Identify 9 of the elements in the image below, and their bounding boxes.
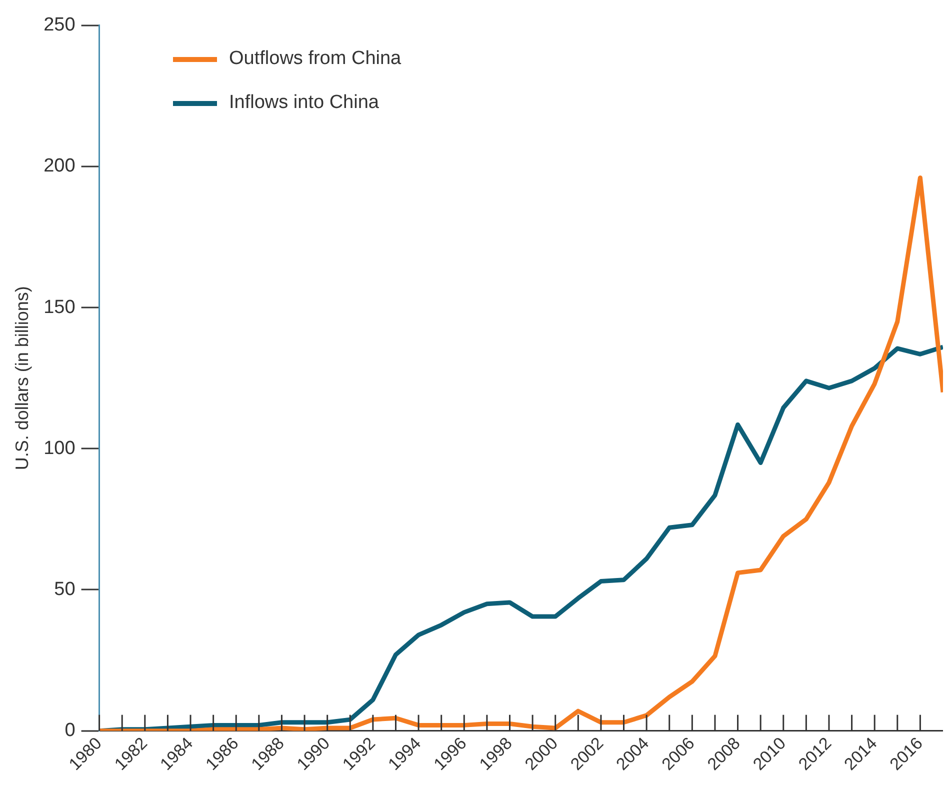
- y-tick-label: 100: [44, 438, 76, 459]
- y-tick-label: 50: [54, 578, 76, 600]
- y-tick-label: 250: [44, 14, 76, 36]
- y-tick-label: 150: [44, 296, 76, 318]
- legend-label: Outflows from China: [229, 48, 402, 70]
- legend-label: Inflows into China: [229, 92, 379, 114]
- y-axis-title: U.S. dollars (in billions): [12, 286, 32, 470]
- y-tick-label: 0: [64, 720, 76, 742]
- y-tick-label: 200: [44, 156, 76, 177]
